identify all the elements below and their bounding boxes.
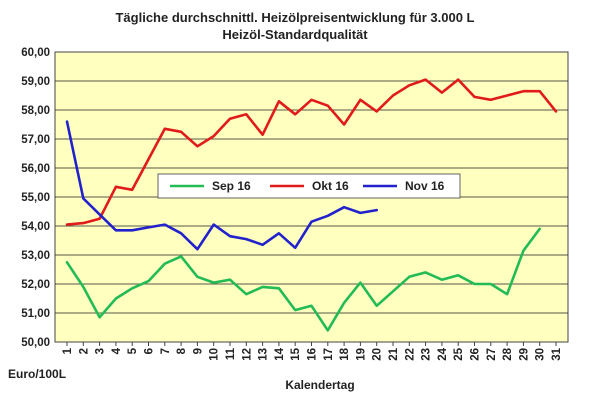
x-tick-label: 4 [111, 347, 123, 354]
chart-title: Tägliche durchschnittl. Heizölpreisentwi… [115, 10, 474, 25]
legend-label: Nov 16 [405, 179, 445, 193]
y-tick-label: 56,00 [21, 163, 50, 175]
legend-label: Sep 16 [212, 179, 251, 193]
y-axis-label: Euro/100L [8, 367, 66, 381]
x-tick-label: 8 [176, 347, 188, 354]
x-tick-label: 30 [535, 348, 547, 361]
x-tick-label: 31 [551, 347, 563, 360]
x-tick-label: 23 [421, 348, 433, 361]
x-tick-label: 12 [241, 348, 253, 361]
series-line-sep-16 [65, 227, 542, 332]
x-tick-label: 25 [453, 347, 465, 360]
y-tick-label: 59,00 [21, 76, 50, 88]
x-tick-label: 24 [437, 347, 449, 360]
y-tick-label: 54,00 [21, 221, 50, 233]
x-tick-label: 27 [486, 348, 498, 361]
y-tick-label: 51,00 [21, 308, 50, 320]
x-tick-label: 26 [470, 348, 482, 361]
x-tick-label: 5 [127, 347, 139, 354]
x-tick-label: 6 [144, 348, 156, 354]
x-tick-label: 17 [323, 348, 335, 361]
x-tick-label: 13 [258, 348, 270, 361]
x-tick-label: 15 [290, 347, 302, 360]
x-tick-label: 22 [404, 348, 416, 361]
y-tick-label: 52,00 [21, 279, 50, 291]
y-tick-label: 53,00 [21, 250, 50, 262]
x-tick-label: 9 [192, 348, 204, 354]
x-tick-label: 2 [78, 348, 90, 354]
x-tick-label: 29 [518, 348, 530, 361]
legend-box [157, 173, 461, 199]
x-tick-label: 18 [339, 347, 351, 360]
legend-label: Okt 16 [312, 179, 349, 193]
x-tick-label: 28 [502, 347, 514, 360]
x-tick-label: 3 [95, 348, 107, 354]
x-tick-label: 1 [62, 347, 74, 354]
x-tick-label: 14 [274, 347, 286, 360]
y-tick-label: 60,00 [21, 47, 50, 59]
series-line-okt-16 [65, 78, 558, 226]
series-line-nov-16 [65, 120, 379, 251]
x-tick-label: 20 [372, 348, 384, 361]
x-tick-label: 11 [225, 347, 237, 360]
chart-subtitle: Heizöl-Standardqualität [222, 27, 368, 42]
x-tick-label: 7 [160, 348, 172, 354]
y-tick-label: 58,00 [21, 105, 50, 117]
y-tick-label: 57,00 [21, 134, 50, 146]
y-tick-label: 55,00 [21, 192, 50, 204]
x-axis-label: Kalendertag [285, 378, 354, 392]
y-tick-label: 50,00 [21, 337, 50, 349]
x-tick-label: 19 [355, 348, 367, 361]
x-tick-label: 21 [388, 347, 400, 360]
x-tick-label: 16 [307, 348, 319, 361]
x-tick-label: 10 [209, 348, 221, 361]
